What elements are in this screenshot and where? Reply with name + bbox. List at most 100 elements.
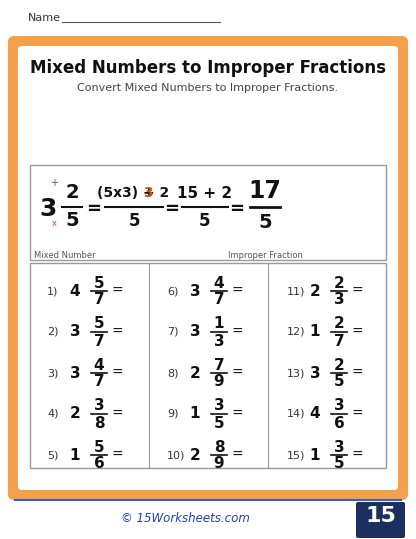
Text: 2: 2 bbox=[190, 447, 201, 462]
Text: 5: 5 bbox=[334, 457, 344, 472]
Text: 9): 9) bbox=[167, 409, 178, 419]
Text: 15: 15 bbox=[365, 506, 396, 526]
Text: (5x3) + 2: (5x3) + 2 bbox=[97, 186, 169, 200]
Text: 1): 1) bbox=[47, 286, 58, 296]
Text: 5: 5 bbox=[214, 416, 224, 431]
Text: 8): 8) bbox=[167, 368, 178, 378]
Text: 3: 3 bbox=[40, 197, 57, 220]
Text: 5: 5 bbox=[334, 375, 344, 390]
Text: 6): 6) bbox=[167, 286, 178, 296]
Text: 13): 13) bbox=[287, 368, 305, 378]
Text: =: = bbox=[231, 325, 243, 339]
Text: 5: 5 bbox=[94, 275, 104, 291]
Text: =: = bbox=[111, 448, 123, 462]
Text: =: = bbox=[111, 284, 123, 298]
Text: =: = bbox=[111, 366, 123, 380]
Text: =: = bbox=[230, 200, 245, 218]
Text: 5: 5 bbox=[199, 212, 211, 230]
FancyBboxPatch shape bbox=[30, 263, 386, 468]
Text: Improper Fraction: Improper Fraction bbox=[228, 252, 302, 260]
Text: 5: 5 bbox=[128, 212, 140, 230]
Text: 7): 7) bbox=[167, 327, 178, 337]
Text: =: = bbox=[87, 200, 102, 218]
Text: =: = bbox=[231, 448, 243, 462]
Text: =: = bbox=[231, 366, 243, 380]
Text: 3: 3 bbox=[143, 186, 153, 200]
Text: Convert Mixed Numbers to Improper Fractions.: Convert Mixed Numbers to Improper Fracti… bbox=[77, 83, 339, 93]
Text: 5: 5 bbox=[94, 439, 104, 454]
Text: 3: 3 bbox=[310, 365, 320, 381]
Text: 3: 3 bbox=[70, 324, 80, 340]
Text: 3: 3 bbox=[70, 365, 80, 381]
Text: x: x bbox=[52, 218, 57, 227]
Text: =: = bbox=[351, 407, 363, 421]
Text: =: = bbox=[111, 407, 123, 421]
Text: 14): 14) bbox=[287, 409, 305, 419]
Text: 7: 7 bbox=[214, 357, 224, 372]
Text: 7: 7 bbox=[94, 334, 104, 349]
Text: 2: 2 bbox=[334, 357, 344, 372]
Text: 6: 6 bbox=[334, 416, 344, 431]
FancyBboxPatch shape bbox=[18, 46, 398, 490]
Text: 2: 2 bbox=[190, 365, 201, 381]
Text: =: = bbox=[231, 284, 243, 298]
Text: 1: 1 bbox=[214, 316, 224, 331]
Text: 3: 3 bbox=[190, 284, 201, 299]
Text: Mixed Number: Mixed Number bbox=[34, 252, 96, 260]
Text: 8: 8 bbox=[214, 439, 224, 454]
Text: 4: 4 bbox=[310, 406, 320, 421]
Text: Name: Name bbox=[28, 13, 61, 23]
FancyBboxPatch shape bbox=[356, 502, 405, 538]
Text: 2: 2 bbox=[65, 183, 79, 203]
Text: 1: 1 bbox=[70, 447, 80, 462]
Text: 3: 3 bbox=[334, 439, 344, 454]
Text: 3: 3 bbox=[94, 398, 104, 413]
Text: =: = bbox=[351, 284, 363, 298]
Text: +: + bbox=[50, 178, 58, 188]
Text: 15 + 2: 15 + 2 bbox=[178, 185, 233, 201]
Text: 3: 3 bbox=[190, 324, 201, 340]
Text: =: = bbox=[351, 325, 363, 339]
Text: 3: 3 bbox=[334, 293, 344, 308]
Text: 5): 5) bbox=[47, 450, 58, 460]
Text: 5: 5 bbox=[94, 316, 104, 331]
Text: 4: 4 bbox=[214, 275, 224, 291]
Text: 7: 7 bbox=[214, 293, 224, 308]
Text: 7: 7 bbox=[94, 293, 104, 308]
Text: 3): 3) bbox=[47, 368, 58, 378]
Text: 9: 9 bbox=[214, 457, 224, 472]
Text: 2: 2 bbox=[310, 284, 320, 299]
Text: Mixed Numbers to Improper Fractions: Mixed Numbers to Improper Fractions bbox=[30, 59, 386, 77]
Text: 11): 11) bbox=[287, 286, 305, 296]
FancyBboxPatch shape bbox=[30, 165, 386, 260]
Text: 1: 1 bbox=[310, 324, 320, 340]
Text: =: = bbox=[111, 325, 123, 339]
Text: 2): 2) bbox=[47, 327, 59, 337]
Text: 12): 12) bbox=[287, 327, 305, 337]
Text: 4): 4) bbox=[47, 409, 59, 419]
Text: 7: 7 bbox=[94, 375, 104, 390]
Text: 6: 6 bbox=[94, 457, 104, 472]
Text: 3: 3 bbox=[214, 398, 224, 413]
Text: © 15Worksheets.com: © 15Worksheets.com bbox=[121, 512, 250, 524]
Text: =: = bbox=[351, 366, 363, 380]
Text: 4: 4 bbox=[94, 357, 104, 372]
Text: 1: 1 bbox=[190, 406, 200, 421]
Text: 9: 9 bbox=[214, 375, 224, 390]
Text: 2: 2 bbox=[334, 316, 344, 331]
Text: 5: 5 bbox=[65, 211, 79, 231]
FancyBboxPatch shape bbox=[8, 36, 408, 500]
Text: 1: 1 bbox=[310, 447, 320, 462]
Text: 5: 5 bbox=[258, 212, 272, 231]
Text: 8: 8 bbox=[94, 416, 104, 431]
Text: =: = bbox=[164, 200, 179, 218]
Text: 10): 10) bbox=[167, 450, 186, 460]
Text: 2: 2 bbox=[69, 406, 80, 421]
Text: 15): 15) bbox=[287, 450, 305, 460]
Text: =: = bbox=[351, 448, 363, 462]
Text: 7: 7 bbox=[334, 334, 344, 349]
Text: 3: 3 bbox=[214, 334, 224, 349]
Text: =: = bbox=[231, 407, 243, 421]
Text: 2: 2 bbox=[334, 275, 344, 291]
Text: 17: 17 bbox=[249, 179, 282, 203]
